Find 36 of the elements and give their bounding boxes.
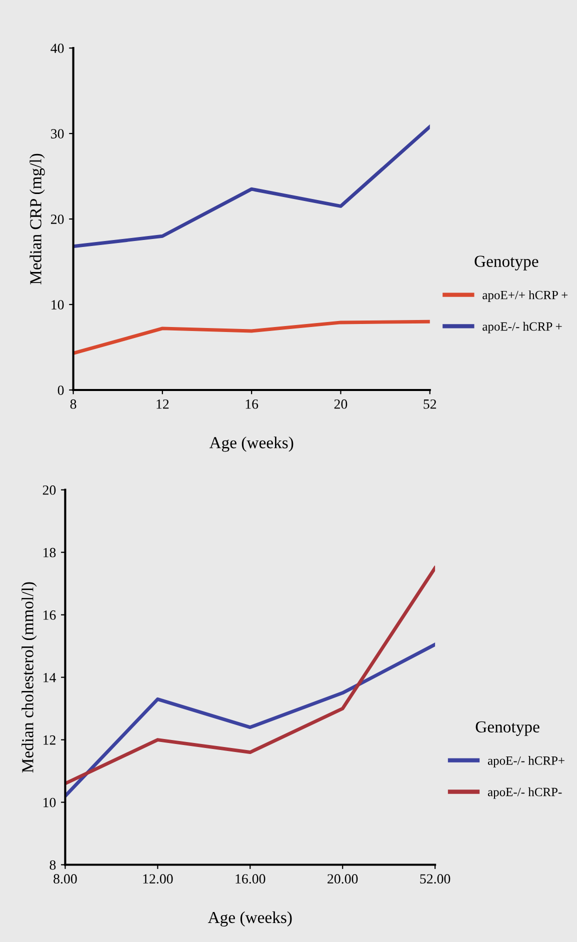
y-tick-label: 18 (44, 548, 56, 558)
y-axis-title: Median CRP (mg/l) (30, 154, 45, 284)
y-tick-label: 20 (42, 485, 56, 495)
x-tick-label: 12 (156, 399, 169, 409)
y-axis-title: Median cholesterol (mmol/l) (22, 582, 37, 773)
legend-title: Genotype (476, 721, 540, 736)
x-tick-label: 16 (246, 399, 258, 409)
y-tick-label: 8 (50, 860, 56, 870)
legend-title: Genotype (474, 256, 538, 270)
x-tick-label: 52 (424, 399, 436, 409)
y-tick-label: 14 (44, 672, 56, 682)
x-axis-title: Age (weeks) (208, 911, 292, 927)
line-series (73, 320, 430, 355)
x-tick-label: 16.00 (236, 874, 266, 884)
x-tick-label: 12.00 (143, 874, 173, 884)
line-series (73, 124, 430, 248)
y-tick-label: 20 (50, 214, 64, 224)
x-tick-label: 20 (334, 399, 348, 409)
legend-label: apoE+/+ hCRP + (482, 290, 568, 302)
y-tick-label: 16 (44, 610, 56, 620)
legend-label: apoE-/- hCRP + (482, 322, 562, 334)
x-tick-label: 8.00 (54, 874, 77, 884)
y-tick-label: 10 (44, 798, 56, 808)
y-tick-label: 10 (52, 300, 64, 310)
y-tick-label: 12 (44, 735, 56, 745)
y-tick-label: 40 (50, 44, 64, 53)
line-series (65, 642, 436, 798)
legend-label: apoE-/- hCRP- (488, 787, 562, 799)
line-series (65, 566, 436, 786)
y-tick-label: 0 (58, 386, 64, 395)
legend-label: apoE-/- hCRP+ (488, 756, 564, 768)
x-tick-label: 20.00 (328, 874, 358, 884)
x-tick-label: 8 (70, 399, 76, 409)
x-axis-title: Age (weeks) (209, 436, 294, 452)
y-tick-label: 30 (51, 129, 64, 138)
x-tick-label: 52.00 (420, 874, 450, 884)
